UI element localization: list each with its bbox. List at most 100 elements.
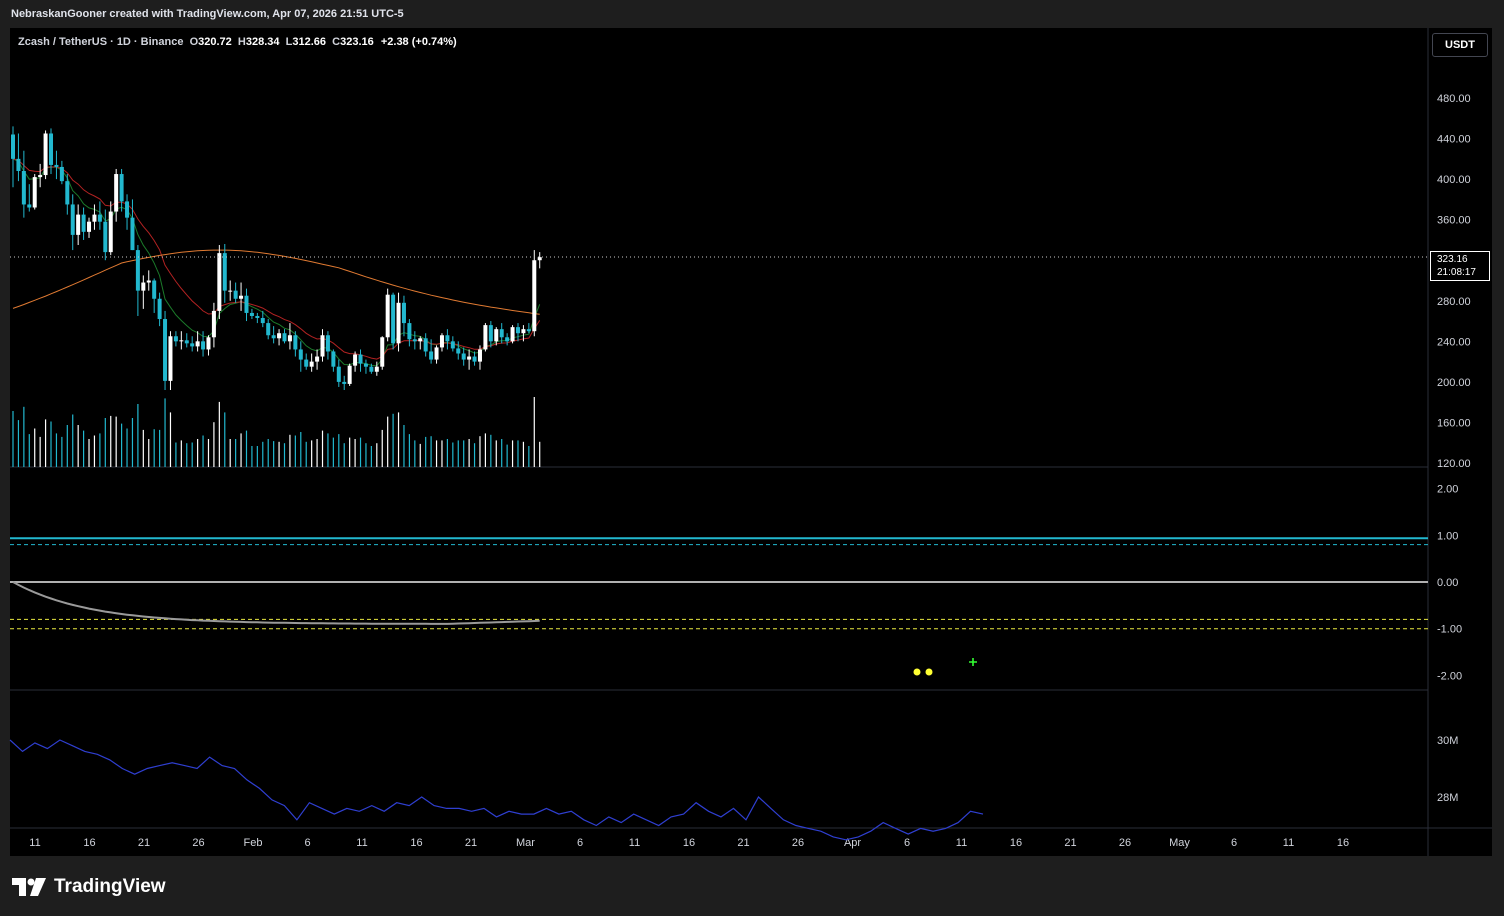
- symbol-legend[interactable]: Zcash / TetherUS · 1D · Binance O320.72 …: [18, 36, 457, 48]
- candle-body: [255, 315, 260, 319]
- candle-body: [43, 133, 48, 176]
- time-axis-label: 26: [1119, 837, 1131, 849]
- candle-body: [494, 329, 499, 342]
- oscillator-axis-label: -2.00: [1437, 670, 1462, 682]
- time-axis-label: 6: [577, 837, 583, 849]
- candle-body: [277, 333, 282, 339]
- time-axis-label: 16: [410, 837, 422, 849]
- candle-body: [266, 323, 271, 336]
- candle-body: [222, 253, 227, 291]
- candle-body: [510, 327, 515, 342]
- candle-body: [81, 214, 86, 232]
- price-axis-label: 120.00: [1437, 458, 1471, 470]
- candle-body: [65, 181, 70, 205]
- candle-body: [206, 337, 211, 350]
- candle-body: [97, 214, 102, 222]
- candle-body: [532, 260, 537, 332]
- high-value: 328.34: [245, 36, 280, 48]
- oscillator-axis-label: -1.00: [1437, 624, 1462, 636]
- time-axis-label: 21: [1064, 837, 1076, 849]
- candle-body: [434, 347, 439, 360]
- candle-body: [287, 335, 292, 342]
- volume-indicator-line: [9, 739, 984, 841]
- low-value: 312.66: [292, 36, 327, 48]
- time-axis-label: Mar: [516, 837, 535, 849]
- candle-body: [342, 381, 347, 384]
- time-axis-label: Apr: [844, 837, 861, 849]
- footer: [0, 856, 1504, 916]
- candle-body: [141, 282, 146, 291]
- candle-body: [11, 134, 15, 159]
- candle-body: [412, 339, 417, 342]
- candle-body: [358, 354, 363, 364]
- volume-axis-label: 30M: [1437, 735, 1458, 747]
- candle-body: [472, 356, 477, 362]
- candle-body: [16, 158, 21, 171]
- volume-axis-label: 28M: [1437, 792, 1458, 804]
- tradingview-logo[interactable]: TradingView: [12, 876, 166, 898]
- candle-body: [114, 174, 119, 212]
- candle-body: [456, 348, 461, 354]
- candle-body: [157, 298, 162, 320]
- price-axis-label: 240.00: [1437, 336, 1471, 348]
- candle-body: [103, 221, 108, 253]
- candle-body: [483, 325, 488, 350]
- time-axis-label: 11: [356, 837, 367, 849]
- candle-body: [59, 166, 64, 182]
- oscillator-axis-label: 2.00: [1437, 484, 1458, 496]
- candle-body: [179, 340, 184, 342]
- candle-body: [173, 336, 178, 342]
- candle-body: [396, 302, 401, 344]
- candle-body: [195, 341, 200, 347]
- candle-body: [467, 356, 472, 360]
- candle-body: [320, 335, 325, 357]
- time-axis-label: 26: [192, 837, 204, 849]
- candle-body: [119, 174, 124, 202]
- signal-dot: [925, 668, 933, 676]
- candle-body: [152, 280, 157, 299]
- close-value: 323.16: [340, 36, 374, 48]
- high-label: H: [237, 36, 246, 48]
- tradingview-logo-icon: [12, 878, 46, 896]
- candle-body: [336, 366, 341, 382]
- candle-body: [201, 341, 206, 350]
- ma-slow-line: [12, 249, 540, 315]
- open-value: 320.72: [198, 36, 232, 48]
- candle-body: [49, 133, 54, 165]
- time-axis-label: May: [1169, 837, 1190, 849]
- close-label: C: [332, 36, 341, 48]
- symbol-name[interactable]: Zcash / TetherUS · 1D · Binance: [18, 36, 184, 48]
- chart-area[interactable]: [10, 28, 1492, 856]
- candle-body: [108, 211, 113, 253]
- time-axis-label: 11: [1283, 837, 1294, 849]
- time-axis-label: 21: [737, 837, 749, 849]
- brand-name: TradingView: [54, 876, 166, 897]
- candle-body: [190, 343, 195, 347]
- oscillator-axis-label: 1.00: [1437, 530, 1458, 542]
- candle-body: [211, 310, 216, 338]
- candle-body: [418, 338, 423, 342]
- low-label: L: [285, 36, 293, 48]
- candle-body: [505, 337, 510, 342]
- time-axis-label: Feb: [244, 837, 263, 849]
- candle-body: [423, 338, 428, 352]
- candle-body: [309, 361, 314, 367]
- candle-body: [380, 337, 385, 367]
- candle-body: [325, 335, 330, 352]
- candle-body: [429, 351, 434, 360]
- time-axis-label: 16: [683, 837, 695, 849]
- candle-body: [331, 351, 336, 367]
- candle-body: [271, 335, 276, 339]
- header-attribution: NebraskanGooner created with TradingView…: [11, 8, 404, 20]
- price-axis-label: 200.00: [1437, 377, 1471, 389]
- candle-body: [488, 325, 493, 342]
- candle-body: [353, 354, 358, 366]
- candle-body: [163, 319, 168, 381]
- oscillator-line: [12, 581, 540, 625]
- candle-body: [217, 253, 222, 311]
- candle-body: [92, 214, 97, 222]
- candle-body: [38, 175, 43, 178]
- candle-body: [315, 356, 320, 362]
- price-axis-label: 480.00: [1437, 93, 1471, 105]
- currency-button[interactable]: USDT: [1432, 33, 1488, 57]
